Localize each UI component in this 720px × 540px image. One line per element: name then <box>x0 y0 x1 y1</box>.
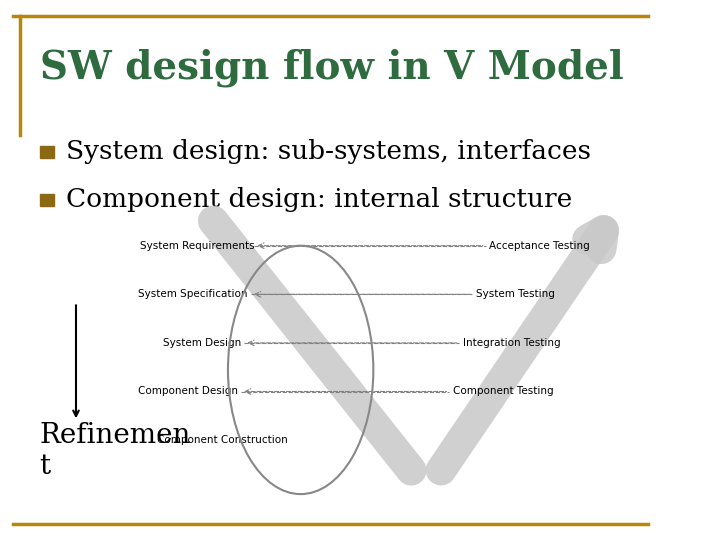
Text: System Specification: System Specification <box>138 289 248 299</box>
Text: Component Construction: Component Construction <box>157 435 287 445</box>
Text: System Testing: System Testing <box>476 289 554 299</box>
Text: Component Design: Component Design <box>138 387 238 396</box>
Text: Component Testing: Component Testing <box>453 387 553 396</box>
Text: Refinemen
t: Refinemen t <box>40 422 191 480</box>
Bar <box>40 146 54 158</box>
Text: System Design: System Design <box>163 338 241 348</box>
Text: System design: sub-systems, interfaces: System design: sub-systems, interfaces <box>66 139 591 164</box>
Text: SW design flow in V Model: SW design flow in V Model <box>40 48 624 87</box>
Bar <box>40 194 54 206</box>
Text: System Requirements: System Requirements <box>140 241 254 251</box>
Text: Integration Testing: Integration Testing <box>462 338 560 348</box>
Text: Acceptance Testing: Acceptance Testing <box>489 241 590 251</box>
Text: Component design: internal structure: Component design: internal structure <box>66 187 572 212</box>
